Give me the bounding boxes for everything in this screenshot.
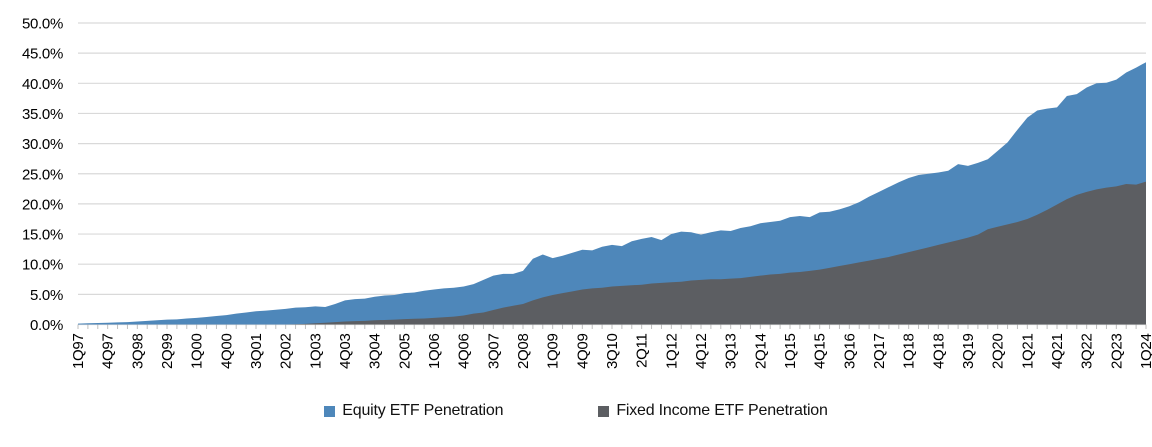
svg-text:4Q18: 4Q18 <box>930 334 947 370</box>
svg-text:2Q14: 2Q14 <box>752 334 769 370</box>
legend-label-fixed-income: Fixed Income ETF Penetration <box>616 402 828 419</box>
svg-text:35.0%: 35.0% <box>22 106 63 123</box>
legend-label-equity: Equity ETF Penetration <box>342 402 504 419</box>
svg-text:1Q06: 1Q06 <box>426 334 443 370</box>
fixed-income-swatch-icon <box>598 405 610 417</box>
svg-text:3Q19: 3Q19 <box>960 334 977 370</box>
svg-text:2Q23: 2Q23 <box>1108 334 1125 370</box>
svg-text:1Q24: 1Q24 <box>1138 334 1152 370</box>
svg-text:2Q05: 2Q05 <box>396 334 413 370</box>
svg-text:50.0%: 50.0% <box>22 16 63 33</box>
svg-text:40.0%: 40.0% <box>22 76 63 93</box>
svg-text:4Q06: 4Q06 <box>456 334 473 370</box>
svg-text:3Q98: 3Q98 <box>129 334 146 370</box>
svg-text:4Q03: 4Q03 <box>337 334 354 370</box>
svg-text:30.0%: 30.0% <box>22 136 63 153</box>
svg-text:2Q02: 2Q02 <box>278 334 295 370</box>
equity-swatch-icon <box>324 405 336 417</box>
svg-text:4Q00: 4Q00 <box>218 334 235 370</box>
svg-text:5.0%: 5.0% <box>30 287 63 304</box>
svg-text:1Q18: 1Q18 <box>901 334 918 370</box>
svg-text:2Q99: 2Q99 <box>159 334 176 370</box>
svg-text:4Q12: 4Q12 <box>693 334 710 370</box>
svg-text:4Q97: 4Q97 <box>100 334 117 370</box>
svg-text:3Q10: 3Q10 <box>604 334 621 370</box>
legend-item-equity: Equity ETF Penetration <box>324 402 504 420</box>
svg-text:3Q13: 3Q13 <box>723 334 740 370</box>
svg-text:3Q04: 3Q04 <box>367 334 384 370</box>
svg-text:0.0%: 0.0% <box>30 317 63 334</box>
svg-text:1Q03: 1Q03 <box>307 334 324 370</box>
chart-plot-area: 50.0% 45.0% 40.0% 35.0% 30.0% 25.0% 20.0% 15.0%… <box>22 16 1152 370</box>
svg-text:2Q08: 2Q08 <box>515 334 532 370</box>
svg-text:3Q16: 3Q16 <box>841 334 858 370</box>
svg-text:25.0%: 25.0% <box>22 166 63 183</box>
svg-text:10.0%: 10.0% <box>22 257 63 274</box>
chart-legend: Equity ETF Penetration Fixed Income ETF … <box>0 402 1152 420</box>
svg-text:45.0%: 45.0% <box>22 46 63 63</box>
svg-text:20.0%: 20.0% <box>22 196 63 213</box>
svg-text:2Q20: 2Q20 <box>990 334 1007 370</box>
svg-text:3Q22: 3Q22 <box>1079 334 1096 370</box>
svg-text:4Q09: 4Q09 <box>574 334 591 370</box>
svg-text:3Q07: 3Q07 <box>485 334 502 370</box>
legend-item-fixed-income: Fixed Income ETF Penetration <box>598 402 828 420</box>
svg-text:3Q01: 3Q01 <box>248 334 265 370</box>
svg-text:1Q00: 1Q00 <box>189 334 206 370</box>
svg-text:4Q21: 4Q21 <box>1049 334 1066 370</box>
svg-text:1Q12: 1Q12 <box>663 334 680 370</box>
svg-text:4Q15: 4Q15 <box>812 334 829 370</box>
svg-text:2Q17: 2Q17 <box>871 334 888 370</box>
svg-text:1Q15: 1Q15 <box>782 334 799 370</box>
svg-text:2Q11: 2Q11 <box>634 334 651 368</box>
svg-text:1Q97: 1Q97 <box>70 334 87 370</box>
svg-text:15.0%: 15.0% <box>22 227 63 244</box>
svg-text:1Q21: 1Q21 <box>1019 334 1036 370</box>
svg-text:1Q09: 1Q09 <box>545 334 562 370</box>
